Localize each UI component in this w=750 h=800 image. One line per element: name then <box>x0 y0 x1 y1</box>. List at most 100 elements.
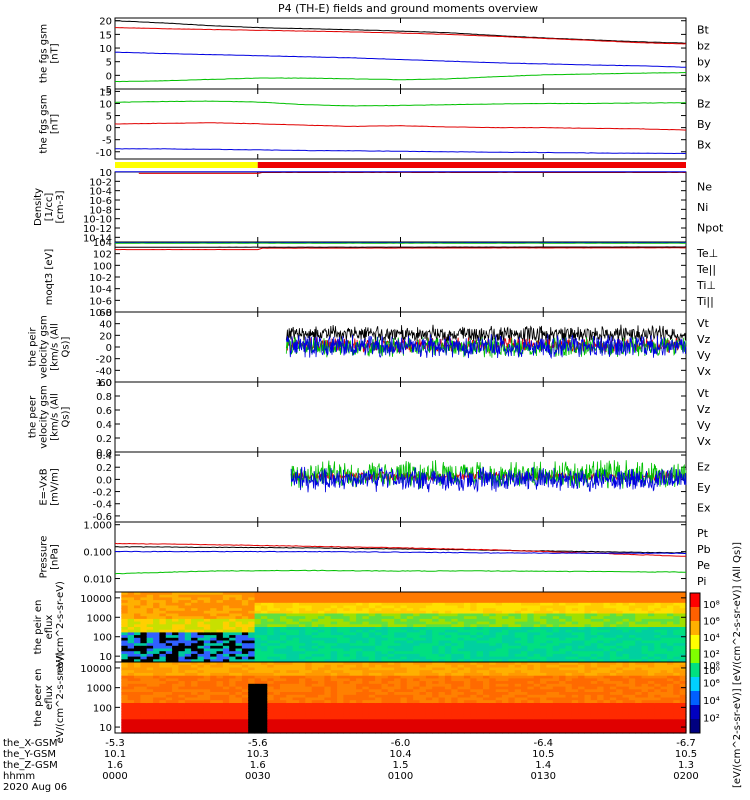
heatmap-cell <box>318 724 325 729</box>
heatmap-cell <box>578 672 585 677</box>
heatmap-cell <box>571 670 579 674</box>
heatmap-cell <box>260 656 268 660</box>
heatmap-cell <box>235 610 243 615</box>
heatmap-cell <box>210 708 218 712</box>
heatmap-cell <box>343 648 351 652</box>
heatmap-cell <box>267 703 275 707</box>
heatmap-cell <box>419 627 427 631</box>
ylabel-line: velocity gsm <box>39 385 50 449</box>
heatmap-cell <box>146 727 154 731</box>
heatmap-cell <box>165 708 173 712</box>
heatmap-cell <box>165 592 173 596</box>
heatmap-cell <box>533 705 541 709</box>
heatmap-cell <box>267 627 275 631</box>
heatmap-cell <box>241 592 249 596</box>
heatmap-cell <box>305 616 313 620</box>
heatmap-cell <box>115 683 122 688</box>
heatmap-cell <box>311 645 319 650</box>
heatmap-cell <box>311 602 319 607</box>
heatmap-cell <box>527 689 535 693</box>
heatmap-cell <box>622 724 630 729</box>
heatmap-cell <box>191 643 198 647</box>
heatmap-cell <box>603 678 611 682</box>
heatmap-cell <box>349 632 357 636</box>
heatmap-cell <box>413 678 421 682</box>
heatmap-cell <box>552 667 560 671</box>
heatmap-cell <box>476 689 484 693</box>
heatmap-cell <box>260 664 268 668</box>
heatmap-cell <box>159 627 167 631</box>
heatmap-cell <box>305 705 313 709</box>
heatmap-cell <box>673 613 681 617</box>
heatmap-cell <box>191 703 198 707</box>
heatmap-cell <box>203 627 211 631</box>
heatmap-cell <box>368 713 376 718</box>
heatmap-cell <box>546 616 554 620</box>
heatmap-cell <box>318 692 325 696</box>
legend-Vx: Vx <box>697 365 712 378</box>
heatmap-cell <box>483 656 490 660</box>
heatmap-cell <box>483 664 490 668</box>
heatmap-cell <box>368 686 376 690</box>
heatmap-cell <box>267 672 275 677</box>
y-tick-label: 0.8 <box>96 392 112 403</box>
heatmap-cell <box>438 648 446 652</box>
heatmap-cell <box>311 640 319 644</box>
heatmap-cell <box>502 703 509 707</box>
series-bx <box>114 51 687 68</box>
heatmap-cell <box>153 640 160 644</box>
heatmap-cell <box>260 659 268 663</box>
heatmap-cell <box>140 689 148 693</box>
heatmap-cell <box>533 632 541 636</box>
heatmap-cell <box>191 708 198 712</box>
heatmap-cell <box>432 618 440 623</box>
heatmap-cell <box>584 667 592 671</box>
heatmap-cell <box>260 678 268 682</box>
series-bz <box>115 27 687 45</box>
heatmap-cell <box>419 640 427 644</box>
heatmap-cell <box>483 635 490 639</box>
heatmap-cell <box>324 651 332 655</box>
heatmap-cell <box>324 645 332 650</box>
peer_spectrogram-ylabel: the peer enefluxeV/(cm^2-s-sr-eV) <box>33 651 66 743</box>
heatmap-cell <box>197 637 205 642</box>
heatmap-cell <box>609 637 617 642</box>
heatmap-cell <box>470 662 478 666</box>
heatmap-cell <box>273 697 281 701</box>
heatmap-cell <box>127 648 135 652</box>
heatmap-cell <box>216 645 224 650</box>
heatmap-cell <box>647 670 655 674</box>
heatmap-cell <box>654 727 662 731</box>
heatmap-cell <box>254 664 262 668</box>
heatmap-cell <box>229 621 237 625</box>
heatmap-cell <box>235 692 243 696</box>
heatmap-cell <box>508 648 516 652</box>
heatmap-cell <box>330 664 338 668</box>
heatmap-cell <box>191 640 198 644</box>
heatmap-cell <box>197 672 205 677</box>
heatmap-cell <box>273 724 281 729</box>
heatmap-cell <box>286 659 294 663</box>
heatmap-cell <box>172 600 179 604</box>
heatmap-cell <box>248 618 256 623</box>
heatmap-cell <box>115 678 122 682</box>
heatmap-cell <box>387 719 395 723</box>
heatmap-cell <box>457 613 465 617</box>
heatmap-cell <box>654 621 662 625</box>
heatmap-cell <box>305 608 313 612</box>
heatmap-cell <box>521 694 528 699</box>
heatmap-cell <box>400 637 408 642</box>
heatmap-cell <box>394 667 402 671</box>
heatmap-cell <box>546 662 554 666</box>
heatmap-cell <box>324 662 332 666</box>
heatmap-cell <box>552 616 560 620</box>
heatmap-cell <box>673 629 681 633</box>
heatmap-cell <box>590 700 598 704</box>
y-tick-label: 10000 <box>80 594 112 605</box>
heatmap-cell <box>476 675 484 679</box>
heatmap-cell <box>229 653 237 658</box>
heatmap-cell <box>286 621 294 625</box>
heatmap-cell <box>299 618 306 623</box>
heatmap-cell <box>552 640 560 644</box>
heatmap-cell <box>153 700 160 704</box>
